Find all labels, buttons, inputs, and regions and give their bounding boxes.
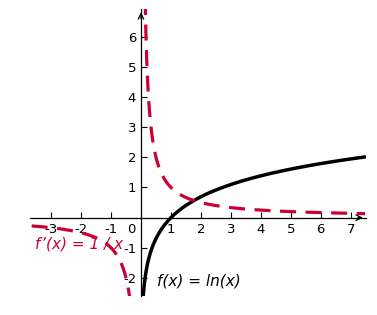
Text: f’(x) = 1 / x: f’(x) = 1 / x (35, 236, 123, 251)
Text: 0: 0 (127, 223, 136, 236)
Text: f(x) = ln(x): f(x) = ln(x) (158, 273, 241, 289)
